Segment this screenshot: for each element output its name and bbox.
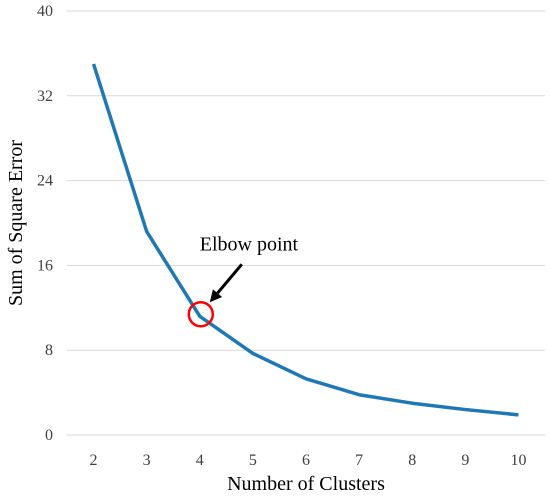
annotation-arrow [216,263,243,295]
x-tick-label: 9 [461,452,469,469]
x-tick-label: 7 [355,452,363,469]
elbow-point-marker [187,301,215,328]
y-tick-label: 16 [37,257,53,274]
annotation-arrow-head [209,289,223,303]
x-tick-label: 6 [302,452,310,469]
x-tick-label: 2 [90,452,98,469]
x-tick-labels: 2 3 4 5 6 7 8 9 10 [90,452,527,469]
y-tick-label: 40 [37,3,53,20]
x-axis-title: Number of Clusters [227,473,385,495]
y-axis-title: Sum of Square Error [5,140,27,306]
x-tick-label: 10 [510,452,526,469]
gridlines [67,10,545,351]
y-tick-label: 24 [37,173,53,190]
x-tick-label: 3 [143,452,151,469]
x-tick-label: 5 [249,452,257,469]
y-tick-label: 0 [45,427,53,444]
y-tick-labels: 0 8 16 24 32 40 [37,3,53,444]
y-tick-label: 32 [37,88,53,105]
annotation-label: Elbow point [200,233,299,255]
y-tick-label: 8 [45,342,53,359]
x-tick-label: 8 [408,452,416,469]
series-line-sse [91,63,519,417]
x-tick-label: 4 [196,452,204,469]
